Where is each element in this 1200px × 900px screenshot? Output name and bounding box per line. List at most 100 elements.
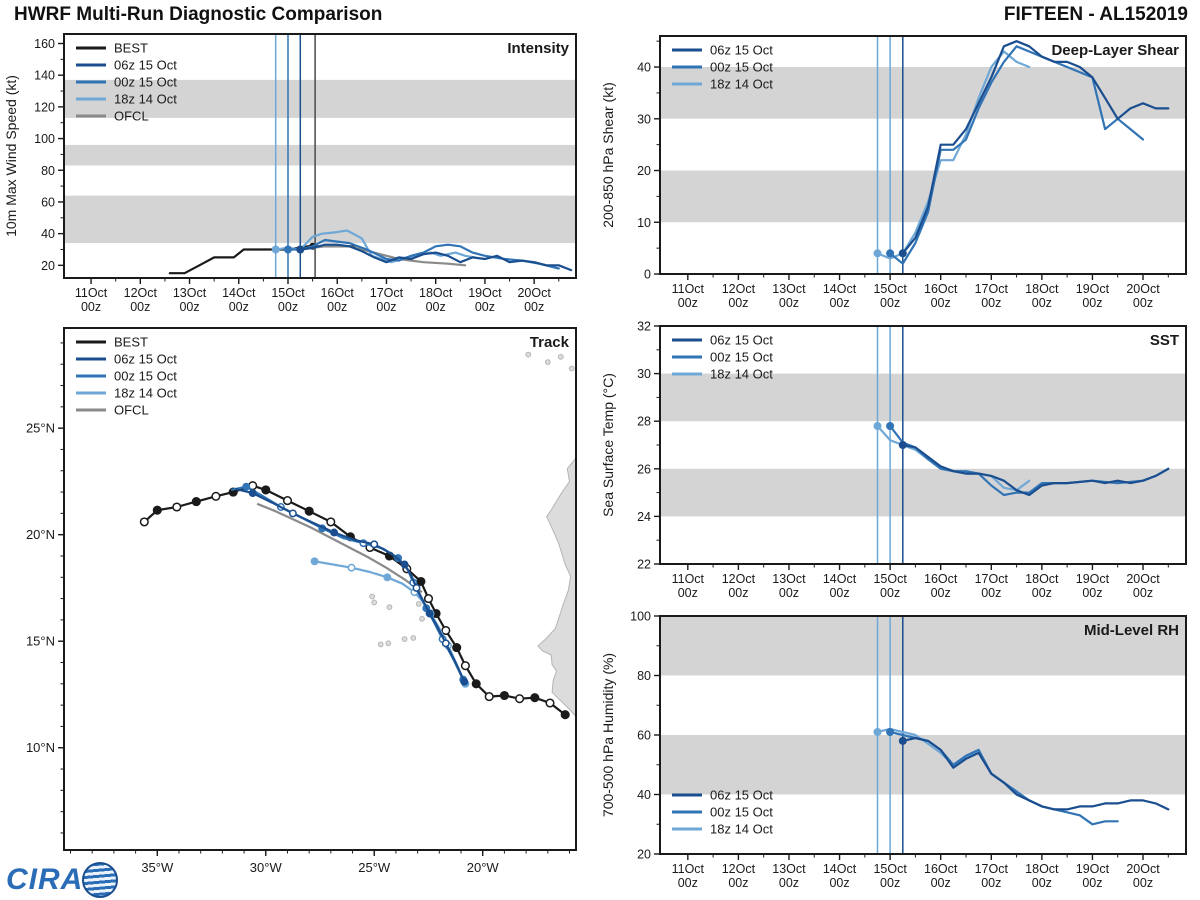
svg-text:16Oct: 16Oct [924, 862, 958, 876]
svg-text:10: 10 [637, 216, 651, 230]
svg-text:22: 22 [637, 558, 651, 572]
rh-chart: 11Oct00z12Oct00z13Oct00z14Oct00z15Oct00z… [600, 610, 1187, 890]
svg-text:00z: 00z [1082, 586, 1102, 600]
svg-text:00z: 00z [880, 586, 900, 600]
svg-text:60: 60 [637, 729, 651, 743]
svg-text:18Oct: 18Oct [1025, 572, 1059, 586]
svg-text:10m Max Wind Speed (kt): 10m Max Wind Speed (kt) [3, 75, 19, 237]
legend: BEST 06z 15 Oct 00z 15 Oct 18z 14 Oct OFCL [76, 335, 177, 418]
svg-text:18z 14 Oct: 18z 14 Oct [114, 386, 177, 401]
svg-text:00z: 00z [728, 296, 748, 310]
svg-text:00z: 00z [931, 296, 951, 310]
svg-text:Intensity: Intensity [507, 40, 569, 57]
plot-frame [659, 615, 1187, 855]
svg-text:15Oct: 15Oct [873, 572, 907, 586]
svg-text:00z: 00z [880, 296, 900, 310]
svg-text:OFCL: OFCL [114, 403, 149, 418]
svg-text:19Oct: 19Oct [1076, 572, 1110, 586]
page-title: HWRF Multi-Run Diagnostic Comparison [14, 4, 383, 25]
svg-text:19Oct: 19Oct [1076, 282, 1110, 296]
svg-text:00z: 00z [1133, 586, 1153, 600]
svg-text:00z: 00z [779, 876, 799, 890]
svg-text:06z 15 Oct: 06z 15 Oct [114, 352, 177, 367]
svg-text:00z 15 Oct: 00z 15 Oct [710, 60, 773, 75]
legend: 06z 15 Oct 00z 15 Oct 18z 14 Oct [672, 43, 773, 92]
svg-text:20: 20 [637, 164, 651, 178]
svg-text:18Oct: 18Oct [1025, 282, 1059, 296]
svg-text:140: 140 [34, 69, 55, 83]
svg-text:18Oct: 18Oct [1025, 862, 1059, 876]
svg-text:100: 100 [630, 610, 651, 624]
svg-text:35°W: 35°W [141, 860, 174, 875]
svg-text:00z: 00z [829, 876, 849, 890]
svg-text:15Oct: 15Oct [873, 862, 907, 876]
svg-text:80: 80 [41, 164, 55, 178]
svg-text:17Oct: 17Oct [975, 862, 1009, 876]
svg-text:00z: 00z [81, 300, 101, 314]
svg-text:17Oct: 17Oct [975, 572, 1009, 586]
track-markers-run18z14 [310, 557, 470, 688]
svg-text:00z: 00z [981, 586, 1001, 600]
svg-text:00z 15 Oct: 00z 15 Oct [710, 350, 773, 365]
series-run06z15 [901, 40, 1170, 255]
track-markers-run00z15 [242, 482, 468, 684]
svg-text:17Oct: 17Oct [370, 286, 404, 300]
svg-text:06z 15 Oct: 06z 15 Oct [114, 58, 177, 73]
svg-text:20Oct: 20Oct [1126, 282, 1160, 296]
svg-text:12Oct: 12Oct [124, 286, 158, 300]
svg-text:Mid-Level RH: Mid-Level RH [1084, 622, 1179, 639]
svg-text:13Oct: 13Oct [772, 862, 806, 876]
svg-text:14Oct: 14Oct [823, 862, 857, 876]
svg-text:00z 15 Oct: 00z 15 Oct [710, 805, 773, 820]
svg-text:28: 28 [637, 415, 651, 429]
sst-panel: 11Oct00z12Oct00z13Oct00z14Oct00z15Oct00z… [600, 320, 1187, 600]
svg-text:06z 15 Oct: 06z 15 Oct [710, 333, 773, 348]
svg-text:00z: 00z [728, 876, 748, 890]
svg-text:Track: Track [530, 334, 570, 351]
svg-text:00z: 00z [931, 876, 951, 890]
svg-text:13Oct: 13Oct [772, 282, 806, 296]
svg-text:40: 40 [41, 227, 55, 241]
svg-text:20: 20 [637, 848, 651, 862]
svg-text:00z: 00z [327, 300, 347, 314]
svg-text:00z: 00z [728, 586, 748, 600]
svg-text:00z: 00z [1032, 296, 1052, 310]
svg-text:00z 15 Oct: 00z 15 Oct [114, 75, 177, 90]
sst-chart: 11Oct00z12Oct00z13Oct00z14Oct00z15Oct00z… [600, 320, 1187, 600]
svg-text:15°N: 15°N [26, 634, 55, 649]
svg-text:Sea Surface Temp (°C): Sea Surface Temp (°C) [600, 373, 616, 517]
svg-text:19Oct: 19Oct [1076, 862, 1110, 876]
svg-text:00z: 00z [678, 296, 698, 310]
track-panel: 35°W 30°W 25°W 20°W 10°N 15°N 20°N 25°N Track BES… [26, 327, 577, 875]
svg-text:12Oct: 12Oct [722, 572, 756, 586]
svg-text:25°W: 25°W [358, 860, 391, 875]
svg-text:11Oct: 11Oct [672, 572, 705, 586]
svg-text:26: 26 [637, 462, 651, 476]
svg-text:20Oct: 20Oct [1126, 572, 1160, 586]
svg-text:SST: SST [1150, 332, 1179, 349]
svg-text:00z: 00z [678, 876, 698, 890]
cira-logo-globe-icon [82, 862, 119, 898]
svg-text:00z: 00z [376, 300, 396, 314]
svg-text:20: 20 [41, 259, 55, 273]
svg-text:15Oct: 15Oct [271, 286, 305, 300]
svg-text:40: 40 [637, 61, 651, 75]
series-run06z15 [299, 243, 573, 272]
svg-text:60: 60 [41, 195, 55, 209]
svg-text:00z: 00z [931, 586, 951, 600]
intensity-panel: 11Oct00z12Oct00z13Oct00z14Oct00z15Oct00z… [3, 33, 577, 314]
svg-text:00z: 00z [1133, 876, 1153, 890]
svg-text:10°N: 10°N [26, 740, 55, 755]
left-column: 11Oct 00z 12Oct 00z 13Oct 00z 14Oct 00z 15Oct 00z… [0, 28, 600, 898]
svg-text:00z: 00z [981, 296, 1001, 310]
svg-text:00z: 00z [524, 300, 544, 314]
svg-text:14Oct: 14Oct [823, 572, 857, 586]
track-best [143, 484, 566, 716]
svg-text:00z: 00z [829, 296, 849, 310]
svg-text:18z 14 Oct: 18z 14 Oct [710, 77, 773, 92]
svg-text:00z: 00z [1082, 296, 1102, 310]
svg-text:13Oct: 13Oct [173, 286, 207, 300]
track-ofcl [256, 502, 423, 594]
svg-text:11Oct: 11Oct [672, 862, 705, 876]
legend: BEST 06z 15 Oct 00z 15 Oct 18z 14 Oct OFCL [76, 41, 177, 124]
